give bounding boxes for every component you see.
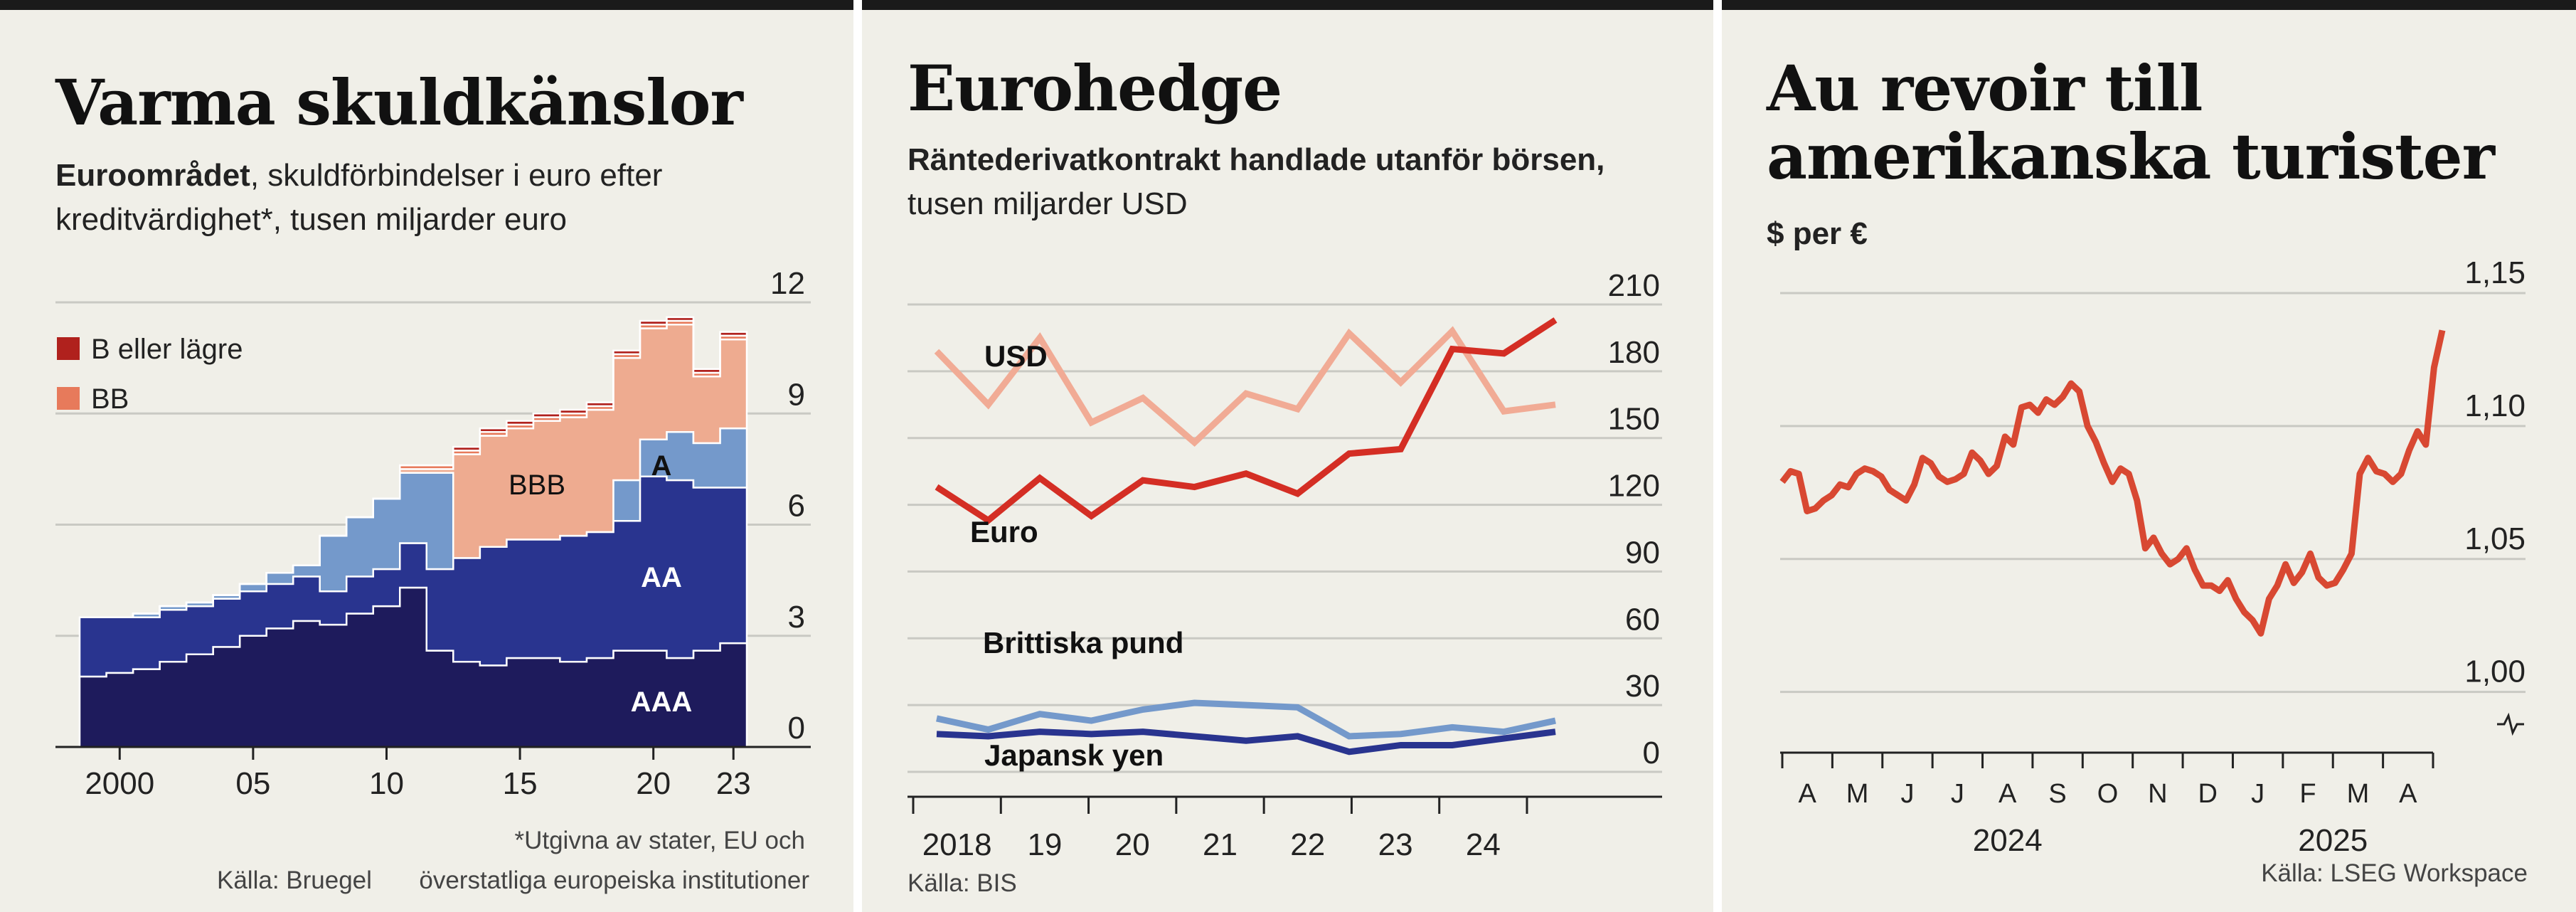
series-line-usd xyxy=(934,326,1556,447)
x-tick-label: 05 xyxy=(235,766,270,801)
series-line-brittiska-pund xyxy=(936,699,1556,740)
y-tick-label: 0 xyxy=(788,711,805,746)
chart-subtitle: $ per € xyxy=(1767,212,1868,256)
subtitle-text: tusen miljarder USD xyxy=(908,186,1188,221)
x-group-label: 2025 xyxy=(2298,823,2368,858)
x-tick-label: 2018 xyxy=(922,827,992,862)
x-tick-label: J xyxy=(1951,779,1964,809)
legend-swatch xyxy=(57,337,80,360)
area-label-bbb: BBB xyxy=(509,470,565,501)
x-tick-label: M xyxy=(2347,779,2370,809)
source-label: Källa: LSEG Workspace xyxy=(2261,859,2528,887)
y-tick-label: 90 xyxy=(1625,535,1660,570)
y-tick-label: 0 xyxy=(1643,736,1660,770)
area-label-aa: AA xyxy=(641,562,682,593)
y-tick-label: 1,15 xyxy=(2464,255,2526,290)
subtitle-bold: $ per € xyxy=(1767,216,1868,251)
y-tick-label: 1,05 xyxy=(2464,521,2526,556)
panel-eurohedge: Eurohedge Räntederivatkontrakt handlade … xyxy=(862,0,1713,912)
y-tick-label: 1,10 xyxy=(2464,388,2526,423)
line-chart-derivatives: 0 30 60 90 120 150 180 210 USD Euro Brittiska pund… xyxy=(908,268,1662,862)
series-line-usd-per-eur xyxy=(1779,329,2446,637)
x-group-label: 2024 xyxy=(1973,823,2043,858)
panel-top-rule xyxy=(862,0,1713,10)
x-tick-label: D xyxy=(2198,779,2218,809)
x-tick-label: 21 xyxy=(1203,827,1238,862)
x-tick-label: 22 xyxy=(1290,827,1325,862)
panel-debt: Varma skuldkänslor Euroområdet, skuldför… xyxy=(0,0,853,912)
source-label: Källa: BIS xyxy=(908,869,1017,897)
footnote-line-2: överstatliga europeiska institutioner xyxy=(419,866,809,894)
series-label: USD xyxy=(984,339,1048,373)
x-tick-label: 20 xyxy=(636,766,671,801)
panel-exchange-rate: Au revoir till amerikanska turister $ pe… xyxy=(1722,0,2576,912)
y-tick-label: 120 xyxy=(1608,469,1660,504)
x-tick-label: 10 xyxy=(369,766,404,801)
y-tick-label: 150 xyxy=(1608,402,1660,437)
source-label: Källa: Bruegel xyxy=(217,866,372,894)
series-label: Brittiska pund xyxy=(983,626,1183,659)
legend-label: B eller lägre xyxy=(91,334,243,365)
x-tick-label: 19 xyxy=(1027,827,1062,862)
chart-title: Varma skuldkänslor xyxy=(55,65,743,139)
x-tick-label: 23 xyxy=(1378,827,1413,862)
series-line-japansk-yen xyxy=(936,728,1556,755)
chart-title: Eurohedge xyxy=(908,51,1282,125)
x-tick-label: A xyxy=(1998,779,2017,809)
x-tick-label: J xyxy=(1900,779,1914,809)
subtitle-bold: Euroområdet xyxy=(55,158,250,193)
x-tick-label: 20 xyxy=(1115,827,1150,862)
x-tick-label: 2000 xyxy=(85,766,154,801)
x-tick-label: 24 xyxy=(1466,827,1501,862)
x-tick-label: N xyxy=(2148,779,2167,809)
series-label: Japansk yen xyxy=(984,738,1164,772)
panel-top-rule xyxy=(0,0,853,10)
series-label: Euro xyxy=(970,515,1038,548)
y-tick-label: 1,00 xyxy=(2464,654,2526,689)
x-tick-label: S xyxy=(2048,779,2066,809)
subtitle-text: , skuldförbindelser i euro efter kreditv… xyxy=(55,158,663,237)
y-tick-label: 12 xyxy=(770,266,805,301)
y-tick-label: 3 xyxy=(788,600,805,635)
y-tick-label: 180 xyxy=(1608,335,1660,370)
x-tick-label: 15 xyxy=(503,766,538,801)
series-line-euro xyxy=(935,317,1558,525)
footnote-line-1: *Utgivna av stater, EU och xyxy=(514,827,805,854)
legend-swatch xyxy=(57,387,80,410)
legend-label: BB xyxy=(91,383,129,415)
chart-title-line-1: Au revoir till xyxy=(1767,51,2203,125)
x-tick-label: F xyxy=(2299,779,2316,809)
area-label-a: A xyxy=(651,450,672,482)
y-tick-label: 9 xyxy=(788,377,805,412)
area-b-eller-lgre xyxy=(80,316,748,618)
axis-break-icon xyxy=(2497,712,2524,736)
x-tick-label: O xyxy=(2097,779,2119,809)
y-tick-label: 6 xyxy=(788,489,805,524)
y-tick-label: 60 xyxy=(1625,602,1660,637)
x-tick-label: J xyxy=(2251,779,2264,809)
x-tick-label: A xyxy=(2399,779,2417,809)
y-tick-label: 210 xyxy=(1608,268,1660,303)
y-tick-label: 30 xyxy=(1625,669,1660,704)
x-tick-label: M xyxy=(1846,779,1869,809)
panel-top-rule xyxy=(1722,0,2576,10)
subtitle-bold: Räntederivatkontrakt handlade utanför bö… xyxy=(908,142,1605,177)
x-tick-label: A xyxy=(1799,779,1817,809)
chart-subtitle: Räntederivatkontrakt handlade utanför bö… xyxy=(908,138,1690,226)
x-tick-label: 23 xyxy=(716,766,751,801)
chart-title-line-2: amerikanska turister xyxy=(1767,120,2495,193)
area-label-aaa: AAA xyxy=(631,686,693,718)
chart-subtitle: Euroområdet, skuldförbindelser i euro ef… xyxy=(55,154,781,242)
